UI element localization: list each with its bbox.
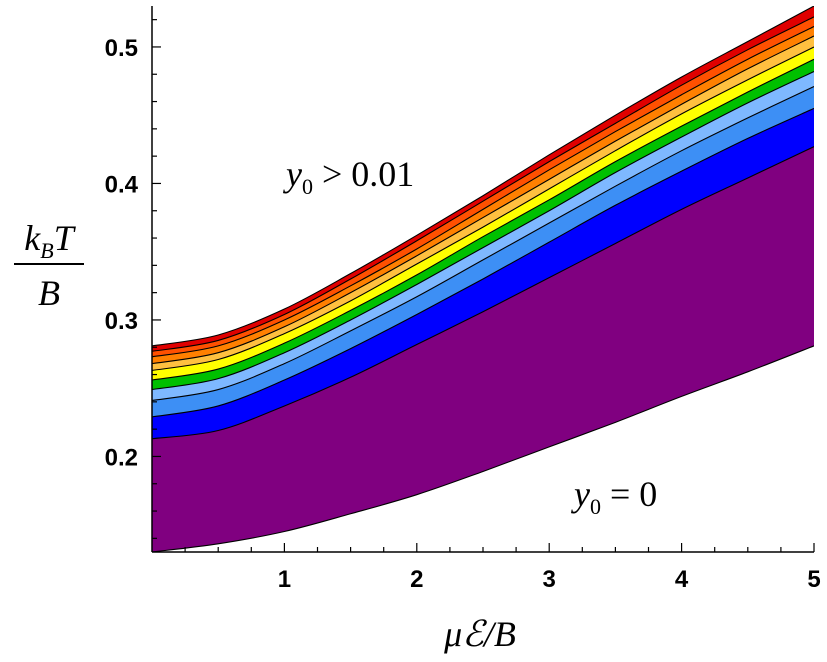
contour-line-5 (152, 58, 814, 381)
x-axis-label: μℰ/B (443, 614, 516, 654)
contour-line-4 (152, 71, 814, 391)
x-tick-label: 3 (543, 566, 556, 593)
y-tick-label: 0.2 (105, 444, 138, 471)
contour-bands (152, 6, 814, 552)
contour-band-7 (152, 36, 814, 371)
y-axis-label-numerator: kBT (24, 218, 76, 263)
contour-line-10 (152, 6, 814, 347)
y-axis-label-denominator: B (38, 273, 60, 313)
y-tick-label: 0.4 (105, 171, 139, 198)
contour-band-4 (152, 71, 814, 401)
contour-band-1 (152, 146, 814, 552)
contour-line-2 (152, 107, 814, 418)
y-tick-label: 0.5 (105, 35, 138, 62)
x-tick-labels: 1 2 3 4 5 (278, 566, 821, 593)
annotation-upper-region: y0 > 0.01 (283, 154, 414, 199)
contour-line-9 (152, 16, 814, 352)
y-axis-label: kBT B (14, 218, 84, 313)
axes (151, 6, 815, 553)
x-tick-label: 1 (278, 566, 291, 593)
x-tick-label: 4 (675, 566, 689, 593)
y-tick-label: 0.3 (105, 308, 138, 335)
x-tick-label: 2 (410, 566, 423, 593)
contour-band-2 (152, 108, 814, 439)
contour-line-7 (152, 35, 814, 365)
contour-line-6 (152, 46, 814, 371)
contour-line-1 (152, 146, 814, 440)
contour-line-8 (152, 25, 814, 358)
annotation-lower-region: y0 = 0 (571, 474, 657, 519)
x-tick-label: 5 (807, 566, 820, 593)
contour-band-9 (152, 16, 814, 357)
contour-line-0 (152, 345, 814, 552)
y-tick-labels: 0.2 0.3 0.4 0.5 (105, 35, 139, 472)
contour-line-3 (152, 86, 814, 402)
contour-band-8 (152, 26, 814, 364)
contour-band-3 (152, 86, 814, 417)
bands-clip-group (152, 6, 814, 552)
